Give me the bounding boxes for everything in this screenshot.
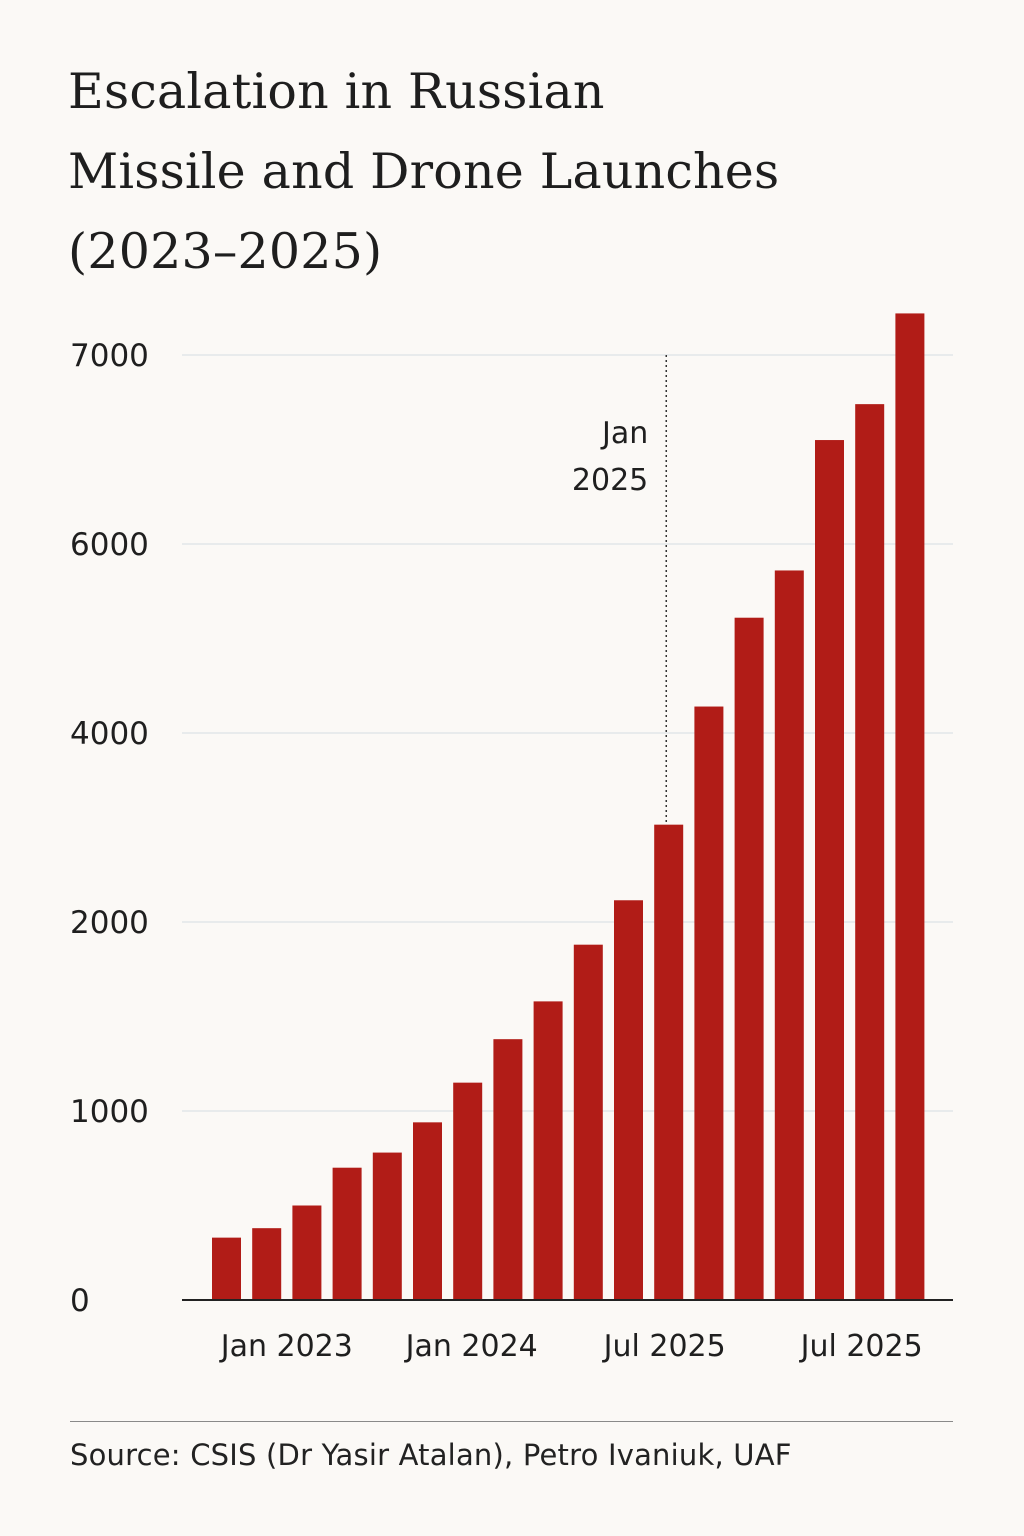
x-tick-label: Jul 2025 — [799, 1329, 923, 1364]
y-tick-label: 4000 — [70, 716, 149, 752]
y-axis-tick-labels: 0 1000 2000 4000 6000 7000 — [70, 338, 149, 1319]
y-tick-label: 6000 — [70, 527, 149, 563]
source-note: Source: CSIS (Dr Yasir Atalan), Petro Iv… — [70, 1438, 792, 1472]
title-line-1: Escalation in Russian — [68, 63, 605, 120]
y-tick-label: 2000 — [70, 905, 149, 941]
y-tick-label: 7000 — [70, 338, 149, 374]
bar — [332, 1167, 362, 1300]
y-tick-label: 1000 — [70, 1094, 149, 1130]
bar — [573, 944, 603, 1300]
bar — [614, 900, 643, 1300]
bar — [895, 313, 925, 1300]
bar — [292, 1205, 322, 1300]
annotation-label: Jan — [600, 416, 648, 451]
bar — [654, 824, 684, 1300]
bar — [694, 706, 724, 1300]
y-tick-label: 0 — [70, 1283, 90, 1319]
bar — [453, 1082, 483, 1300]
bar — [533, 1001, 563, 1300]
bar — [212, 1237, 241, 1300]
x-tick-label: Jan 2023 — [219, 1329, 353, 1364]
x-tick-label: Jan 2024 — [404, 1329, 538, 1364]
x-axis-tick-labels: Jan 2023 Jan 2024 Jul 2025 Jul 2025 — [219, 1329, 923, 1364]
chart-title: Escalation in Russian Missile and Drone … — [68, 52, 968, 292]
title-line-2: Missile and Drone Launches — [68, 143, 780, 200]
bar — [855, 404, 885, 1300]
annotation: Jan 2025 — [572, 355, 668, 825]
bar — [815, 440, 844, 1300]
annotation-label: 2025 — [572, 463, 648, 498]
bar — [372, 1152, 402, 1300]
bars — [212, 313, 925, 1300]
title-line-3: (2023–2025) — [68, 223, 383, 280]
footer-divider — [70, 1421, 953, 1422]
bar — [413, 1122, 442, 1300]
bar — [252, 1228, 282, 1300]
bar — [493, 1039, 523, 1300]
x-tick-label: Jul 2025 — [602, 1329, 726, 1364]
bar — [774, 570, 804, 1300]
bar — [734, 617, 764, 1300]
